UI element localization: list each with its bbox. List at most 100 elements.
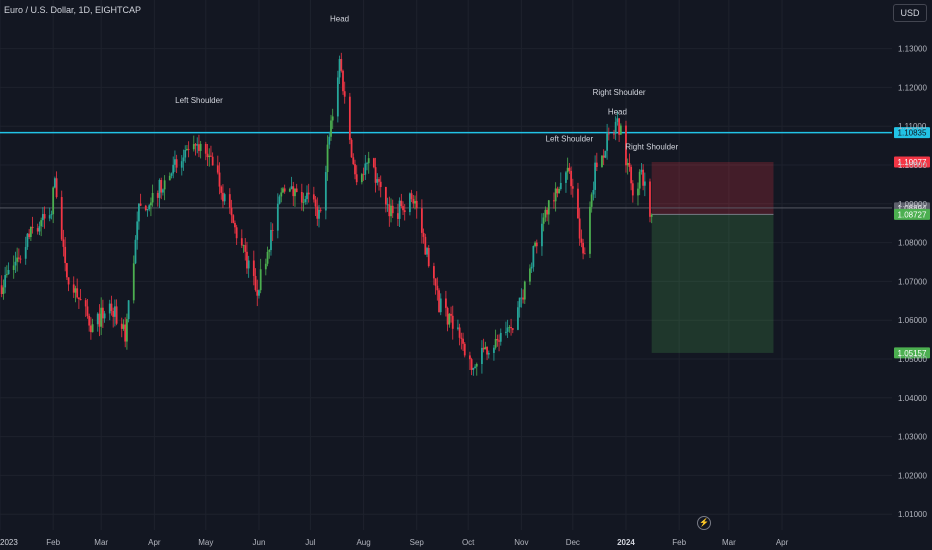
- x-tick-label: Nov: [514, 538, 528, 547]
- candle-down: [295, 188, 298, 192]
- candle-up: [448, 313, 451, 325]
- candle-up: [91, 324, 94, 333]
- candle-up: [559, 182, 562, 189]
- x-tick-label: Jul: [305, 538, 315, 547]
- price-label-last: 1.08894: [898, 204, 927, 213]
- candle-down: [252, 260, 255, 276]
- position-zones: [651, 162, 774, 353]
- candle-down: [256, 289, 259, 296]
- y-tick-label: 1.11000: [898, 122, 927, 131]
- candle-down: [314, 199, 317, 207]
- candle-up: [534, 242, 536, 247]
- candle-up: [318, 209, 320, 219]
- candle-up: [328, 136, 331, 145]
- candle-up: [520, 297, 523, 299]
- grid-lines: [0, 0, 892, 530]
- candle-up: [5, 274, 8, 276]
- candle-up: [126, 319, 128, 342]
- candle-down: [352, 157, 355, 165]
- candle-down: [31, 226, 34, 229]
- y-tick-label: 1.12000: [898, 83, 927, 92]
- candle-up: [103, 313, 106, 319]
- candle-up: [330, 120, 332, 137]
- candle-up: [16, 257, 19, 262]
- annotation-left-shoulder: Left Shoulder: [546, 135, 594, 144]
- candle-up: [48, 215, 51, 219]
- candle-down: [228, 194, 231, 208]
- x-tick-label: Aug: [356, 538, 370, 547]
- x-tick-label: Sep: [410, 538, 425, 547]
- candle-up: [638, 171, 641, 189]
- candle-down: [427, 248, 430, 267]
- candle-up: [547, 200, 550, 215]
- candle-up: [247, 260, 250, 269]
- candle-down: [316, 206, 319, 219]
- candle-down: [206, 153, 209, 158]
- candle-up: [132, 263, 135, 301]
- candle-down: [458, 327, 461, 338]
- candle-down: [0, 285, 3, 295]
- candle-down: [422, 232, 425, 237]
- candle-down: [222, 192, 224, 202]
- candle-down: [198, 144, 200, 151]
- candle-up: [640, 169, 643, 172]
- x-tick-label: Apr: [776, 538, 789, 547]
- candle-down: [403, 210, 406, 213]
- candle-down: [115, 306, 118, 324]
- y-tick-label: 1.06000: [898, 316, 927, 325]
- candle-down: [412, 199, 415, 204]
- candle-up: [324, 172, 327, 211]
- candle-down: [446, 307, 449, 325]
- candle-down: [271, 229, 274, 231]
- candle-down: [571, 186, 574, 189]
- candle-down: [462, 338, 464, 344]
- x-tick-label: May: [198, 538, 213, 547]
- candle-up: [326, 144, 329, 173]
- candle-up: [14, 261, 17, 266]
- candle-down: [342, 70, 344, 92]
- annotation-head: Head: [608, 108, 627, 117]
- candle-up: [4, 275, 7, 288]
- x-tick-label: Jun: [253, 538, 266, 547]
- candle-down: [175, 159, 178, 168]
- candle-down: [312, 194, 315, 200]
- x-tick-label: Feb: [46, 538, 60, 547]
- candle-down: [43, 214, 46, 219]
- candle-up: [288, 188, 291, 192]
- candle-up: [541, 223, 543, 247]
- candle-down: [144, 205, 147, 211]
- candle-up: [542, 217, 545, 224]
- candle-up: [331, 116, 334, 121]
- candle-down: [470, 359, 473, 370]
- candle-up: [7, 270, 10, 275]
- candle-down: [436, 285, 439, 291]
- candle-down: [354, 164, 356, 175]
- candle-down: [234, 222, 236, 228]
- candle-up: [163, 180, 166, 190]
- candles-group: [0, 52, 653, 376]
- candle-down: [194, 144, 197, 146]
- candle-up: [182, 157, 185, 162]
- candle-down: [628, 162, 631, 167]
- candle-down: [218, 172, 221, 187]
- candle-down: [415, 200, 418, 209]
- candle-down: [445, 298, 447, 308]
- time-axis[interactable]: 2023 Feb Mar Apr May Jun Jul Aug Sep Oct Nov Dec 202…: [0, 538, 789, 547]
- candle-down: [350, 139, 353, 158]
- candle-up: [505, 331, 507, 333]
- currency-button[interactable]: USD: [893, 4, 927, 22]
- candle-up: [604, 150, 607, 158]
- candle-up: [457, 327, 459, 329]
- lightning-icon[interactable]: ⚡: [697, 516, 711, 530]
- candle-down: [556, 188, 559, 194]
- candle-up: [134, 239, 137, 264]
- x-tick-label: Mar: [94, 538, 108, 547]
- price-label-bg-target: [894, 347, 930, 359]
- candle-down: [79, 299, 82, 301]
- candle-down: [216, 165, 219, 173]
- candle-down: [340, 59, 343, 71]
- candle-down: [496, 339, 499, 341]
- y-tick-label: 1.09000: [898, 200, 927, 209]
